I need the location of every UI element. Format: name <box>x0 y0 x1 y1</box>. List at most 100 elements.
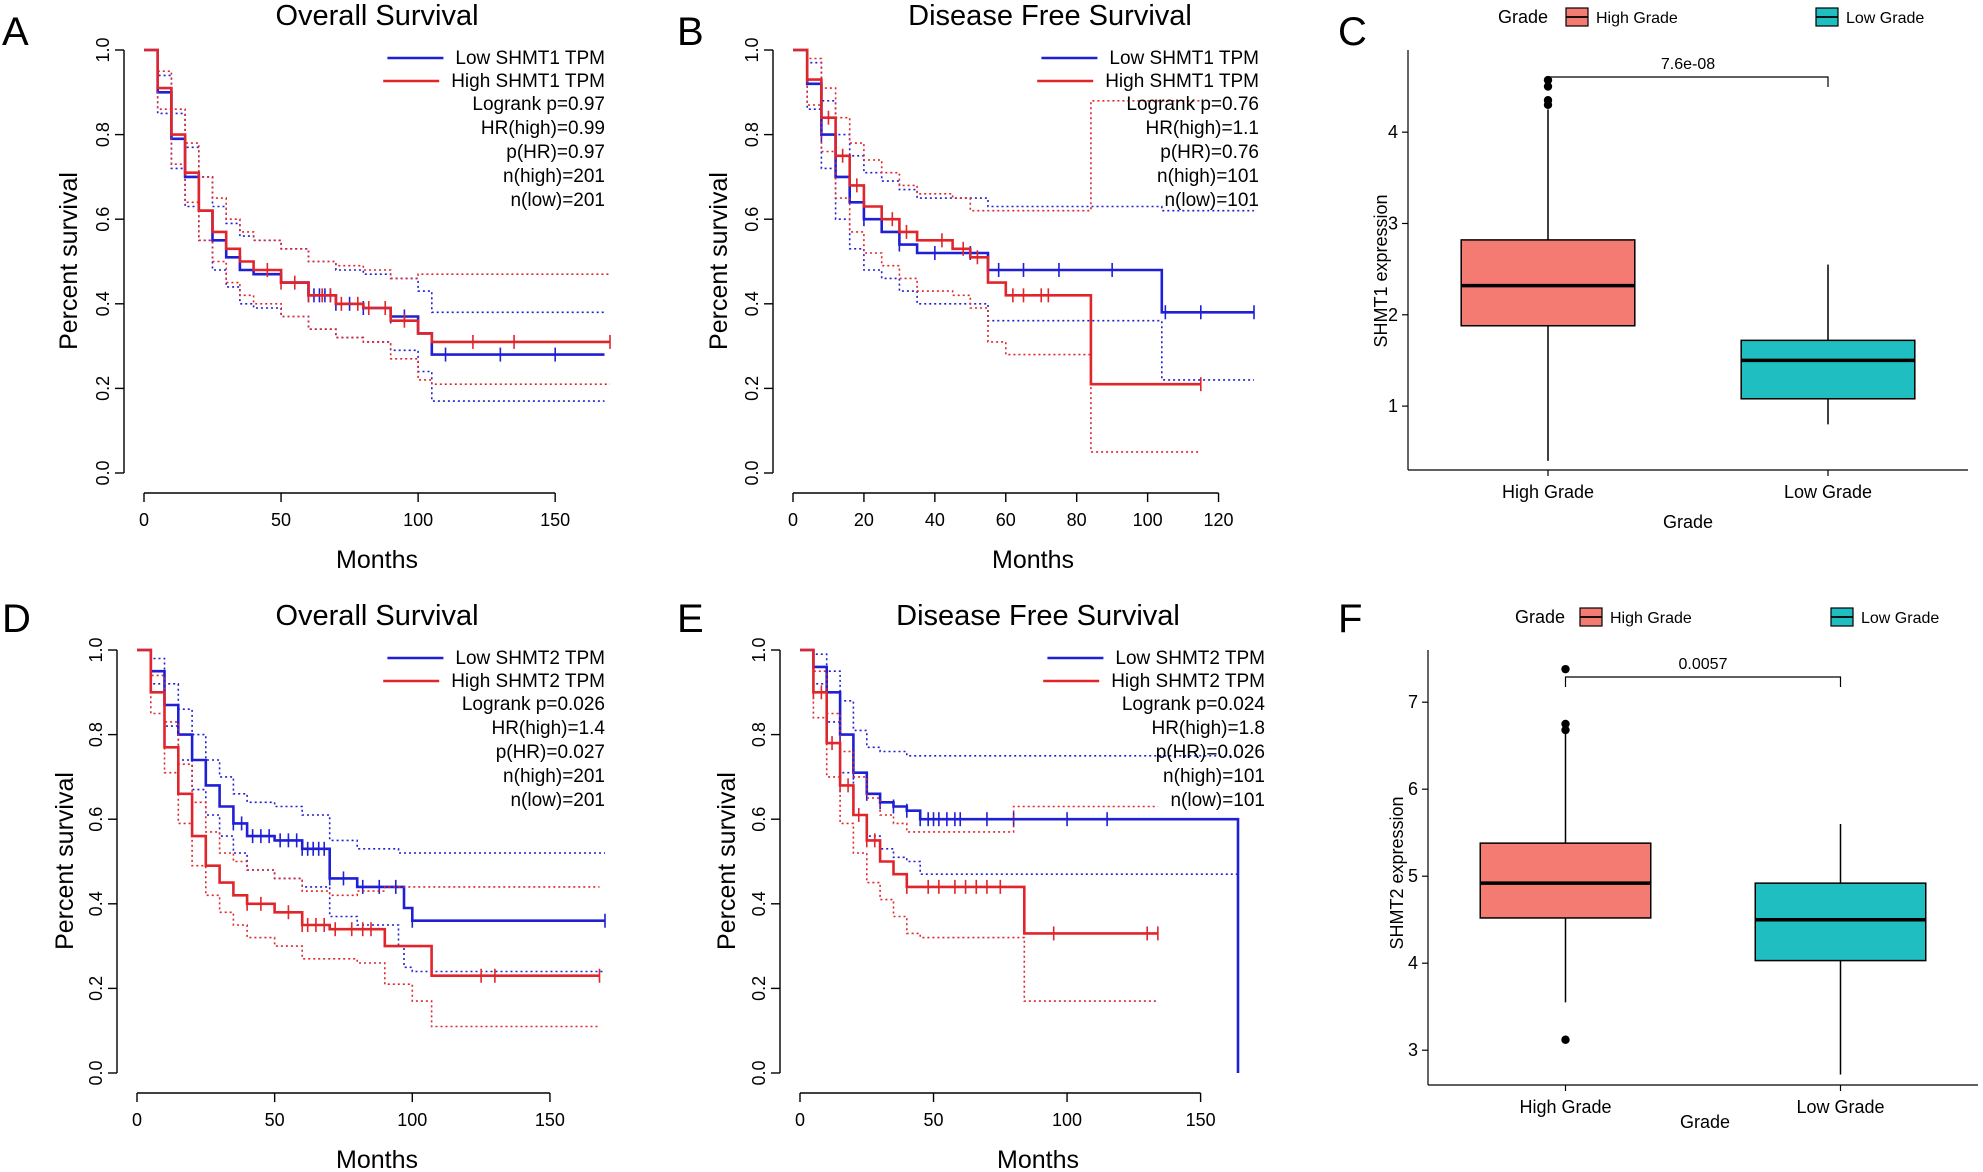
panel-e-disease-free-survival-shmt2: Disease Free Survival 0 50 100 150 0.0 0.2 0.4 0… <box>713 600 1265 1172</box>
outlier-point <box>1561 719 1570 729</box>
panel-label-d: D <box>2 597 31 641</box>
stat-text: n(low)=201 <box>510 190 605 211</box>
x-tick-label: High Grade <box>1502 482 1594 502</box>
y-tick-label: 0.8 <box>742 122 762 147</box>
stat-text: HR(high)=1.8 <box>1151 718 1265 739</box>
stat-text: HR(high)=1.1 <box>1145 118 1259 139</box>
chart-title: Overall Survival <box>275 0 478 32</box>
stat-text: Logrank p=0.76 <box>1126 94 1259 115</box>
x-tick-label: 0 <box>132 1110 142 1130</box>
stat-text: Logrank p=0.026 <box>462 694 605 715</box>
legend-label: High SHMT2 TPM <box>1111 671 1265 692</box>
box-iqr <box>1479 842 1652 919</box>
y-tick-label: 0.6 <box>93 207 113 232</box>
x-axis-label: Grade <box>1680 1112 1730 1132</box>
y-tick-label: 4 <box>1408 953 1418 973</box>
outlier-point <box>1561 725 1570 735</box>
y-tick-label: 0.2 <box>749 976 769 1001</box>
y-tick-label: 6 <box>1408 779 1418 799</box>
y-tick-label: 1 <box>1388 396 1398 416</box>
y-tick-label: 4 <box>1388 122 1398 142</box>
legend-label: Low SHMT1 TPM <box>1109 48 1259 69</box>
y-tick-label: 0.0 <box>86 1060 106 1085</box>
y-tick-label: 0.2 <box>93 376 113 401</box>
y-axis-label: Percent survival <box>705 172 733 350</box>
p-value-label: 7.6e-08 <box>1661 56 1715 73</box>
x-tick-label: 60 <box>996 510 1016 530</box>
x-tick-label: 100 <box>403 510 433 530</box>
legend-label: Low Grade <box>1861 610 1939 627</box>
box-iqr <box>1460 239 1636 327</box>
x-tick-label: 80 <box>1067 510 1087 530</box>
x-axis-label: Months <box>992 546 1074 574</box>
outlier-point <box>1561 664 1570 674</box>
y-tick-label: 3 <box>1408 1040 1418 1060</box>
y-tick-label: 0.6 <box>742 207 762 232</box>
ci-lower-band <box>144 49 605 402</box>
y-tick-label: 0.6 <box>749 807 769 832</box>
y-tick-label: 3 <box>1388 213 1398 233</box>
y-tick-label: 0.8 <box>86 722 106 747</box>
y-axis-label: Percent survival <box>713 772 741 950</box>
ci-upper-band <box>137 649 605 854</box>
legend-label: Low Grade <box>1846 10 1924 27</box>
chart-title: Disease Free Survival <box>896 600 1180 632</box>
panel-c-shmt1-expression-boxplot: 1 2 3 4 High Grade Low Grade Grade SHMT1 expres… <box>1371 7 1968 532</box>
stat-text: p(HR)=0.97 <box>506 142 605 163</box>
panel-label-b: B <box>677 10 704 54</box>
y-tick-label: 0.6 <box>86 807 106 832</box>
legend-title: Grade <box>1498 7 1548 27</box>
legend-label: High SHMT1 TPM <box>1105 71 1259 92</box>
stat-text: n(high)=201 <box>503 166 605 187</box>
y-tick-label: 0.2 <box>86 976 106 1001</box>
outlier-point <box>1561 1035 1570 1044</box>
y-tick-label: 0.8 <box>93 122 113 147</box>
x-tick-label: 0 <box>788 510 798 530</box>
x-tick-label: 20 <box>854 510 874 530</box>
x-tick-label: 0 <box>795 1110 805 1130</box>
stat-text: HR(high)=0.99 <box>481 118 605 139</box>
chart-title: Disease Free Survival <box>908 0 1192 32</box>
y-tick-label: 1.0 <box>86 637 106 662</box>
survival-curve <box>137 648 600 977</box>
y-tick-label: 0.0 <box>93 460 113 485</box>
ci-lower-band <box>137 649 600 1028</box>
y-tick-label: 0.4 <box>749 891 769 916</box>
ci-upper-band <box>793 49 1201 212</box>
survival-curve <box>793 48 1201 386</box>
x-tick-label: 100 <box>1133 510 1163 530</box>
x-axis-label: Months <box>997 1146 1079 1172</box>
survival-curve <box>144 48 610 344</box>
y-tick-label: 0.0 <box>742 460 762 485</box>
y-axis-label: SHMT1 expression <box>1371 194 1391 347</box>
y-tick-label: 2 <box>1388 305 1398 325</box>
panel-a-overall-survival-shmt1: Overall Survival 0 50 100 150 0.0 0.2 0.4 0.6 0.8… <box>55 0 611 574</box>
legend-label: High Grade <box>1596 10 1678 27</box>
y-tick-label: 1.0 <box>742 37 762 62</box>
stat-text: n(high)=101 <box>1157 166 1259 187</box>
stat-text: p(HR)=0.026 <box>1156 742 1265 763</box>
stat-text: n(low)=101 <box>1164 190 1259 211</box>
y-tick-label: 1.0 <box>749 637 769 662</box>
y-tick-label: 0.4 <box>86 891 106 916</box>
ci-upper-band <box>137 649 600 897</box>
stat-text: n(high)=201 <box>503 766 605 787</box>
panel-label-c: C <box>1338 10 1367 54</box>
ci-lower-band <box>793 49 1254 381</box>
legend-label: Low SHMT2 TPM <box>1115 648 1265 669</box>
x-tick-label: 50 <box>924 1110 944 1130</box>
y-tick-label: 5 <box>1408 866 1418 886</box>
stat-text: p(HR)=0.76 <box>1160 142 1259 163</box>
ci-upper-band <box>144 49 610 280</box>
y-tick-label: 1.0 <box>93 37 113 62</box>
x-tick-label: 50 <box>265 1110 285 1130</box>
p-value-label: 0.0057 <box>1679 656 1728 673</box>
x-tick-label: Low Grade <box>1784 482 1872 502</box>
legend-label: Low SHMT1 TPM <box>455 48 605 69</box>
chart-title: Overall Survival <box>275 600 478 632</box>
y-tick-label: 0.0 <box>749 1060 769 1085</box>
legend-title: Grade <box>1515 607 1565 627</box>
ci-upper-band <box>800 649 1158 833</box>
stat-text: n(low)=101 <box>1170 790 1265 811</box>
